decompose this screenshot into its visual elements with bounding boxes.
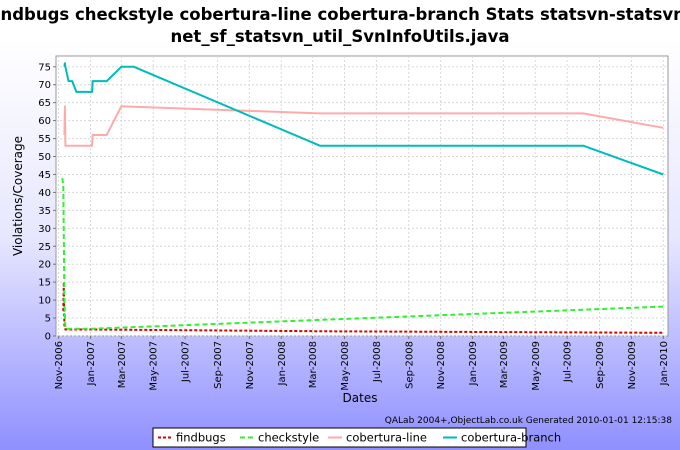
series-line-checkstyle <box>61 177 664 330</box>
y-tick-label: 60 <box>38 116 51 127</box>
x-tick-label: Jan-2010 <box>659 341 670 386</box>
legend-label-cobertura-branch: cobertura-branch <box>461 431 561 445</box>
grid-lines <box>56 56 668 337</box>
legend-label-checkstyle: checkstyle <box>258 431 319 445</box>
y-tick-label: 10 <box>38 296 51 307</box>
y-tick-label: 65 <box>38 98 51 109</box>
y-tick-label: 25 <box>38 242 51 253</box>
x-tick-label: Nov-2007 <box>245 341 256 389</box>
x-tick-label: May-2008 <box>340 341 351 391</box>
y-tick-label: 45 <box>38 170 51 181</box>
legend-label-cobertura-line: cobertura-line <box>346 431 427 445</box>
x-axis-label: Dates <box>343 391 378 405</box>
y-tick-label: 5 <box>45 314 51 325</box>
x-tick-label: Jan-2007 <box>86 341 97 386</box>
plot-area <box>55 55 669 337</box>
y-tick-label: 70 <box>38 80 51 91</box>
x-tick-label: Nov-2008 <box>436 341 447 389</box>
series-line-cobertura-line <box>63 105 664 147</box>
x-tick-label: Jul-2009 <box>563 341 574 383</box>
generated-credit: QALab 2004+,ObjectLab.co.uk Generated 20… <box>385 416 672 426</box>
y-tick-label: 40 <box>38 188 51 199</box>
x-tick-label: May-2009 <box>531 341 542 391</box>
x-tick-label: Mar-2008 <box>308 341 319 388</box>
x-tick-label: Jan-2008 <box>277 341 288 386</box>
x-axis: Nov-2006 Jan-2007 Mar-2007 May-2007 Jul-2007… <box>54 336 670 391</box>
y-axis: 0 5 10 15 20 25 30 35 40 45 50 55 60 65 70 75 <box>38 62 56 343</box>
y-tick-label: 75 <box>38 62 51 73</box>
y-tick-label: 15 <box>38 278 51 289</box>
x-tick-label: Jul-2007 <box>181 341 192 383</box>
series-lines <box>61 62 664 334</box>
y-tick-label: 30 <box>38 224 51 235</box>
chart-title: findbugs checkstyle cobertura-line cober… <box>0 5 680 46</box>
x-tick-label: Jan-2009 <box>468 341 479 386</box>
x-tick-label: Mar-2007 <box>117 341 128 388</box>
y-tick-label: 35 <box>38 206 51 217</box>
x-tick-label: Nov-2006 <box>54 341 65 389</box>
series-line-cobertura-branch <box>63 62 664 176</box>
x-tick-label: Sep-2007 <box>213 341 224 389</box>
y-tick-label: 20 <box>38 260 51 271</box>
title-line-2: net_sf_statsvn_util_SvnInfoUtils.java <box>171 27 510 46</box>
x-tick-label: Jul-2008 <box>372 341 383 383</box>
y-tick-label: 55 <box>38 134 51 145</box>
x-tick-label: Sep-2009 <box>595 341 606 389</box>
x-tick-label: Mar-2009 <box>499 341 510 388</box>
title-line-1: findbugs checkstyle cobertura-line cober… <box>0 5 680 24</box>
y-tick-label: 50 <box>38 152 51 163</box>
y-axis-label: Violations/Coverage <box>11 136 25 256</box>
legend: findbugs checkstyle cobertura-line cobertur… <box>152 427 561 448</box>
legend-label-findbugs: findbugs <box>176 431 226 445</box>
y-tick-label: 0 <box>45 332 51 343</box>
x-tick-label: Sep-2008 <box>404 341 415 389</box>
series-line-findbugs <box>62 281 664 334</box>
x-tick-label: Nov-2009 <box>627 341 638 389</box>
x-tick-label: May-2007 <box>149 341 160 391</box>
